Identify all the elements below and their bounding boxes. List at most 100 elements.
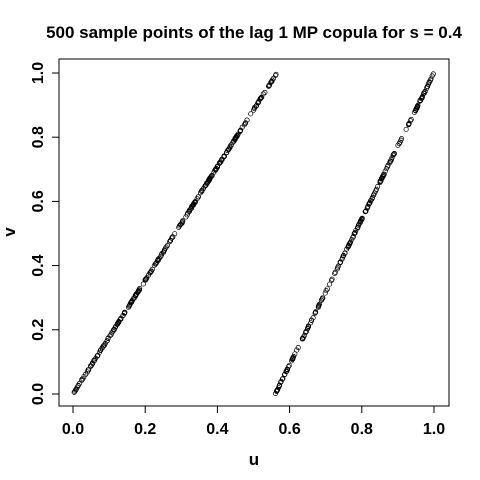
data-point <box>179 220 185 226</box>
data-point <box>280 375 286 382</box>
data-point <box>312 310 318 316</box>
data-point <box>316 303 322 309</box>
data-point <box>91 357 97 363</box>
data-point <box>406 121 412 127</box>
data-point <box>335 264 341 270</box>
data-point <box>234 133 240 139</box>
data-point <box>322 290 328 296</box>
data-points <box>71 71 436 396</box>
data-point <box>397 139 403 145</box>
y-axis-label: v <box>0 227 19 237</box>
data-point <box>382 168 388 174</box>
data-point <box>209 172 215 179</box>
data-point <box>295 345 301 351</box>
data-point <box>427 77 434 83</box>
data-point <box>107 333 113 339</box>
data-point <box>95 352 101 358</box>
data-point <box>327 281 333 287</box>
data-point <box>205 179 211 186</box>
data-point <box>350 234 356 241</box>
y-tick-label: 0.6 <box>30 190 47 212</box>
data-point <box>257 96 263 102</box>
data-point <box>291 353 297 360</box>
data-point <box>273 388 280 394</box>
data-point <box>71 389 77 395</box>
data-point <box>243 120 249 126</box>
data-point <box>218 159 224 165</box>
data-point <box>279 376 285 382</box>
data-point <box>375 184 381 190</box>
data-point <box>424 84 430 90</box>
data-point <box>363 208 369 214</box>
data-point <box>417 97 423 103</box>
data-point <box>425 81 431 87</box>
data-point <box>214 164 221 170</box>
data-point <box>385 162 391 168</box>
data-point <box>89 362 95 368</box>
data-point <box>233 134 239 140</box>
data-point <box>146 272 152 278</box>
data-point <box>366 201 372 207</box>
data-point <box>332 270 338 276</box>
data-point <box>286 364 292 370</box>
data-point <box>203 182 209 188</box>
y-tick-label: 0.2 <box>30 319 47 341</box>
data-point <box>167 238 173 244</box>
data-point <box>305 323 311 329</box>
x-tick-label: 0.8 <box>351 421 373 438</box>
data-point <box>398 136 405 142</box>
data-point <box>302 330 309 336</box>
data-point <box>414 105 420 111</box>
data-point <box>292 351 298 357</box>
x-tick-label: 0.6 <box>278 421 300 438</box>
y-tick-label: 1.0 <box>30 62 47 84</box>
chart-title: 500 sample points of the lag 1 MP copula… <box>46 23 462 42</box>
data-point <box>167 239 173 245</box>
data-point <box>135 288 141 295</box>
data-point <box>132 292 139 298</box>
data-point <box>406 120 412 126</box>
data-point <box>100 343 106 349</box>
data-point <box>156 255 162 261</box>
data-point <box>85 367 91 373</box>
data-point <box>97 347 103 354</box>
data-point <box>152 261 158 267</box>
data-point <box>359 215 365 221</box>
data-point <box>388 157 394 163</box>
y-axis: 0.0 0.2 0.4 0.6 0.8 1.0 <box>30 62 59 405</box>
x-tick-label: 0.4 <box>206 421 228 438</box>
data-point <box>213 166 219 172</box>
data-point <box>199 187 205 193</box>
y-tick-label: 0.0 <box>30 383 47 405</box>
data-point <box>117 317 123 323</box>
data-point <box>256 99 262 105</box>
data-point <box>206 177 212 183</box>
data-point <box>421 90 427 96</box>
data-point <box>186 208 192 214</box>
x-tick-label: 1.0 <box>423 421 445 438</box>
data-point <box>94 353 100 359</box>
x-tick-label: 0.2 <box>134 421 156 438</box>
data-point <box>226 146 232 152</box>
data-point <box>253 103 259 109</box>
data-point <box>164 242 170 249</box>
data-point <box>169 235 175 241</box>
data-point <box>358 218 364 224</box>
data-point <box>329 276 335 282</box>
y-tick-label: 0.4 <box>30 254 47 276</box>
data-point <box>192 199 199 205</box>
data-point <box>238 127 244 133</box>
data-point <box>273 71 279 78</box>
x-axis-label: u <box>249 450 259 469</box>
data-point <box>350 234 356 240</box>
data-point <box>355 224 361 230</box>
data-point <box>221 154 227 160</box>
data-point <box>137 285 143 291</box>
data-point <box>290 356 296 362</box>
data-point <box>304 326 311 332</box>
data-point <box>262 89 268 96</box>
data-point <box>308 317 315 323</box>
data-point <box>115 320 121 326</box>
data-point <box>148 268 155 274</box>
data-point <box>189 203 195 209</box>
